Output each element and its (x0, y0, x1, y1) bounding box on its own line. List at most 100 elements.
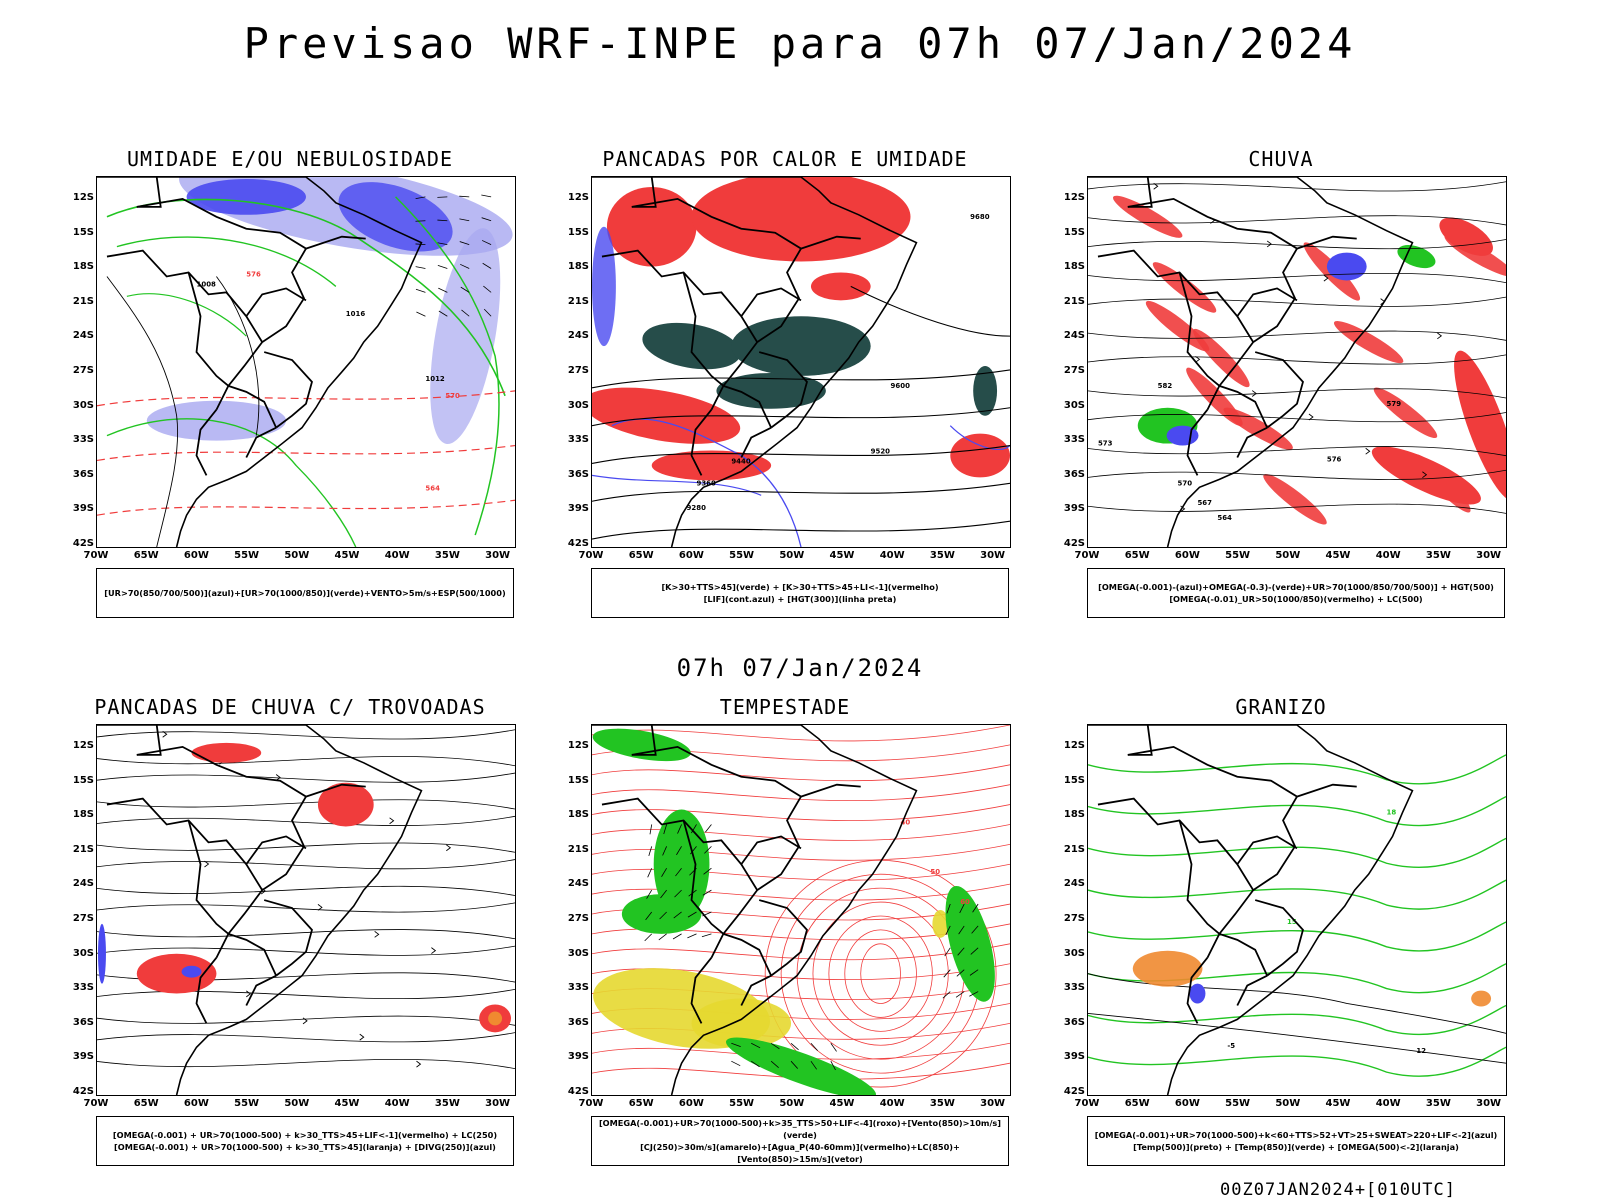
wind-vector (751, 1042, 761, 1049)
state-border (758, 899, 808, 977)
streamline-arrow (1251, 390, 1257, 397)
contour-label: 1016 (346, 310, 366, 318)
panel-title: CHUVA (1248, 147, 1314, 171)
lat-tick-label: 36S (1063, 1016, 1085, 1028)
map-canvas: 9680 9600 9520 9440 9360 9280 (592, 177, 1010, 547)
forecast-map: 18 15 12 -5 (1087, 724, 1507, 1096)
state-border (1236, 426, 1268, 458)
run-info: 00Z07JAN2024+[010UTC] (1220, 1180, 1456, 1200)
wind-vector (701, 933, 712, 938)
shaded-area (191, 742, 262, 763)
lat-tick-label: 12S (1063, 740, 1085, 751)
lon-tick-label: 30W (1476, 550, 1502, 561)
state-border (187, 272, 229, 387)
shaded-area (1193, 328, 1250, 388)
temperature-850-contour (1088, 837, 1506, 868)
shaded-area (1166, 425, 1199, 446)
state-border (136, 177, 162, 208)
contour-label: 9440 (731, 457, 751, 465)
legend-line: [OMEGA(-0.001)+UR>70(1000-500)+k<60+TTS>… (1094, 1130, 1498, 1140)
isoline (592, 764, 1010, 782)
height-contour (592, 369, 1010, 389)
streamline (1088, 469, 1506, 480)
isoline (844, 929, 917, 1018)
lon-tick-label: 45W (1325, 1098, 1351, 1109)
contour-label: 570 (445, 392, 460, 400)
forecast-map: 1008 1012 1016 576 570 564 (96, 176, 516, 548)
contour-label: 1008 (197, 280, 217, 288)
contour-label: 60 (960, 898, 970, 906)
state-border (245, 974, 277, 1006)
shaded-area (430, 228, 501, 445)
streamline (1088, 239, 1506, 250)
temperature-850-contour (1088, 921, 1506, 952)
state-border (1236, 835, 1298, 865)
lat-tick-label: 15S (72, 226, 94, 238)
state-border (1254, 351, 1304, 429)
streamline (97, 1032, 515, 1043)
contour-label: -5 (1227, 1042, 1235, 1050)
lat-tick-label: 30S (72, 947, 94, 959)
temperature-850-contour (1088, 795, 1506, 827)
map-canvas: 40 50 60 (592, 725, 1010, 1095)
wind-vector (691, 824, 697, 834)
streamline-arrow (374, 930, 380, 938)
state-border (1178, 272, 1220, 387)
state-border (1178, 820, 1220, 935)
map-canvas: 1008 1012 1016 576 570 564 (97, 177, 515, 547)
state-border (245, 835, 307, 865)
shaded-area (691, 177, 911, 262)
wind-vector (438, 287, 448, 293)
wind-vector (944, 947, 951, 957)
forecast-map: 582 579 576 573 570 567 564 (1087, 176, 1507, 548)
streamline (1088, 503, 1506, 514)
lat-tick-label: 33S (1063, 982, 1085, 994)
streamline-arrow (1365, 447, 1371, 455)
state-border (106, 249, 263, 343)
humidity-contour (106, 418, 357, 547)
shaded-area (810, 272, 871, 301)
lon-tick-label: 60W (678, 1098, 704, 1109)
lat-tick-label: 36S (72, 468, 94, 480)
lat-tick-label: 42S (567, 1086, 589, 1097)
wind-vector (702, 889, 712, 896)
state-border (740, 426, 772, 458)
shaded-area (653, 809, 710, 919)
map-canvas: 582 579 576 573 570 567 564 (1088, 177, 1506, 547)
shaded-area (945, 885, 995, 1002)
wind-vector (703, 867, 712, 875)
streamline (97, 988, 515, 1000)
shaded-area (1132, 950, 1203, 987)
shaded-area (1371, 446, 1481, 505)
lat-tick-label: 12S (567, 740, 589, 751)
streamline (1088, 296, 1506, 307)
streamline-arrow (1323, 274, 1329, 282)
coastline (1088, 177, 1414, 547)
state-border (631, 725, 657, 756)
panel-legend: [UR>70(850/700/500)](azul)+[UR>70(1000/8… (96, 568, 514, 618)
wind-vector (943, 969, 951, 978)
state-border (245, 426, 277, 458)
lat-tick-label: 24S (72, 330, 94, 342)
lon-tick-label: 35W (929, 550, 955, 561)
wind-vector (673, 911, 682, 919)
map-canvas (97, 725, 515, 1095)
state-border (263, 351, 313, 429)
lon-tick-label: 65W (133, 1098, 159, 1109)
lat-tick-label: 33S (1063, 434, 1085, 446)
lat-tick-label: 21S (72, 295, 94, 307)
lon-tick-label: 40W (879, 550, 905, 561)
state-border (740, 974, 772, 1006)
legend-line: [OMEGA(-0.001) + UR>70(1000-500) + k>30_… (114, 1142, 496, 1152)
state-border (1127, 177, 1153, 208)
state-border (682, 820, 724, 935)
lifted-index-contour (949, 425, 1010, 450)
contour-label: 564 (1217, 514, 1232, 522)
lat-tick-label: 39S (567, 503, 589, 515)
lat-tick-label: 15S (567, 774, 589, 786)
lon-tick-label: 70W (83, 1098, 109, 1109)
lon-tick-label: 30W (485, 550, 511, 561)
height-contour (850, 285, 1010, 337)
lat-tick-label: 27S (72, 913, 94, 924)
state-border (1127, 725, 1153, 756)
